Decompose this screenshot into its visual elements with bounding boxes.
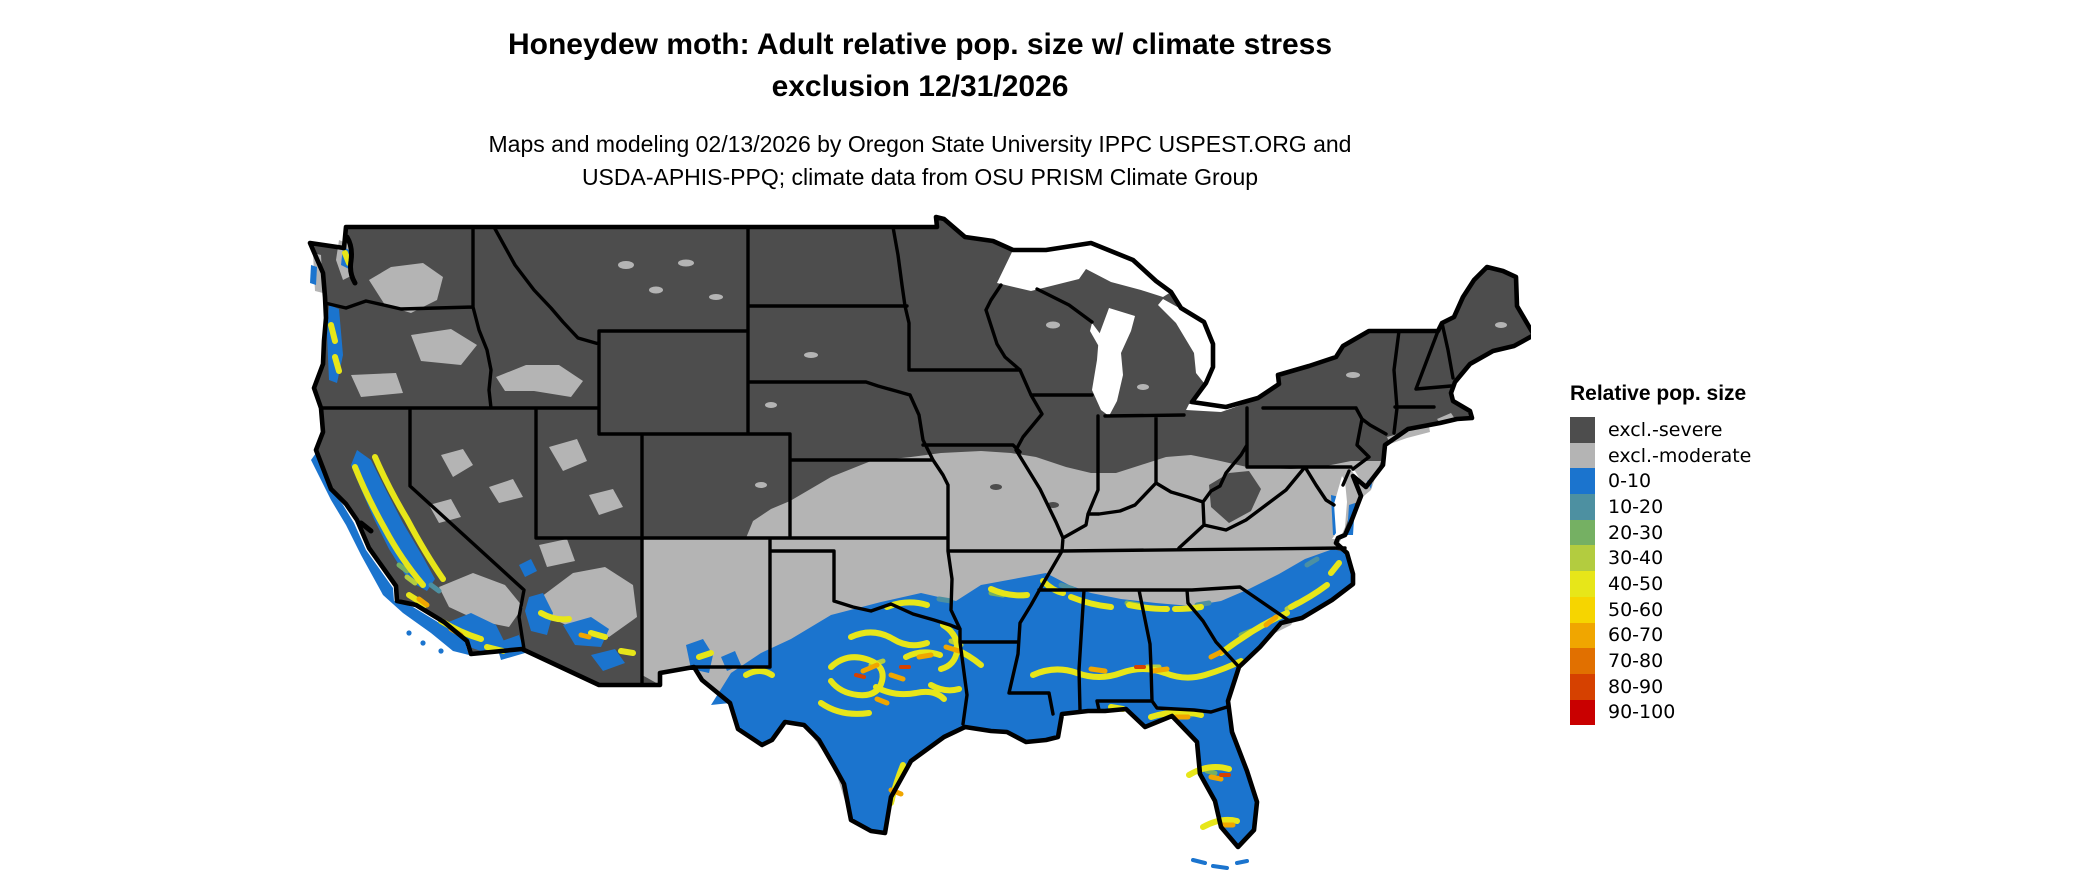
legend-label: excl.-severe [1608,418,1723,441]
chesapeake-bay [1332,476,1347,539]
legend-item-b20: 20-30 [1570,519,1820,546]
subtitle-line-1: Maps and modeling 02/13/2026 by Oregon S… [488,131,1352,157]
title-line-2: exclusion 12/31/2026 [771,70,1069,103]
legend-swatch-b60 [1570,622,1595,649]
legend-label: 30-40 [1608,547,1664,570]
legend-label: excl.-moderate [1608,444,1752,467]
legend: Relative pop. size excl.-severe excl.-mod… [1570,382,1820,726]
legend-item-b60: 60-70 [1570,622,1820,649]
map-title: Honeydew moth: Adult relative pop. size … [0,24,1840,108]
conus-outline [307,214,1537,850]
legend-swatch-b40 [1570,571,1595,597]
san-francisco-bay-inlet [358,520,374,534]
legend-item-b40: 40-50 [1570,571,1820,597]
legend-item-b10: 10-20 [1570,494,1820,520]
legend-item-mod: excl.-moderate [1570,442,1820,469]
legend-item-b30: 30-40 [1570,545,1820,572]
legend-label: 20-30 [1608,521,1664,544]
legend-label: 90-100 [1608,701,1676,724]
legend-item-sev: excl.-severe [1570,417,1820,443]
legend-label: 70-80 [1608,650,1664,673]
legend-swatch-mod [1570,442,1595,469]
legend-label: 80-90 [1608,675,1664,698]
legend-label: 40-50 [1608,572,1664,595]
legend-item-b70: 70-80 [1570,648,1820,674]
us-map-svg [307,214,1537,870]
legend-swatch-b20 [1570,519,1595,546]
legend-swatch-b50 [1570,596,1595,623]
legend-title: Relative pop. size [1570,382,1747,405]
legend-item-b90: 90-100 [1570,699,1820,726]
state-borders [319,225,1455,726]
us-map [291,205,1537,875]
legend-label: 50-60 [1608,598,1664,621]
subtitle-line-2: USDA-APHIS-PPQ; climate data from OSU PR… [581,164,1259,190]
title-line-1: Honeydew moth: Adult relative pop. size … [507,28,1333,61]
legend-item-b80: 80-90 [1570,673,1820,700]
legend-label: 0-10 [1608,470,1652,493]
legend-swatch-b70 [1570,648,1595,674]
legend-label: 10-20 [1608,495,1664,518]
map-subtitle: Maps and modeling 02/13/2026 by Oregon S… [0,128,1840,194]
legend-swatch-sev [1570,417,1595,443]
legend-label: 60-70 [1608,624,1664,647]
legend-item-b50: 50-60 [1570,596,1820,623]
legend-swatch-b80 [1570,673,1595,700]
legend-swatch-b10 [1570,494,1595,520]
legend-swatch-b30 [1570,545,1595,572]
legend-item-b0: 0-10 [1570,468,1820,495]
legend-swatch-b90 [1570,699,1595,726]
puget-sound-inlet [344,234,358,286]
legend-items: excl.-severe excl.-moderate 0-10 10-20 20-30… [1570,417,1820,726]
legend-swatch-b0 [1570,468,1595,495]
